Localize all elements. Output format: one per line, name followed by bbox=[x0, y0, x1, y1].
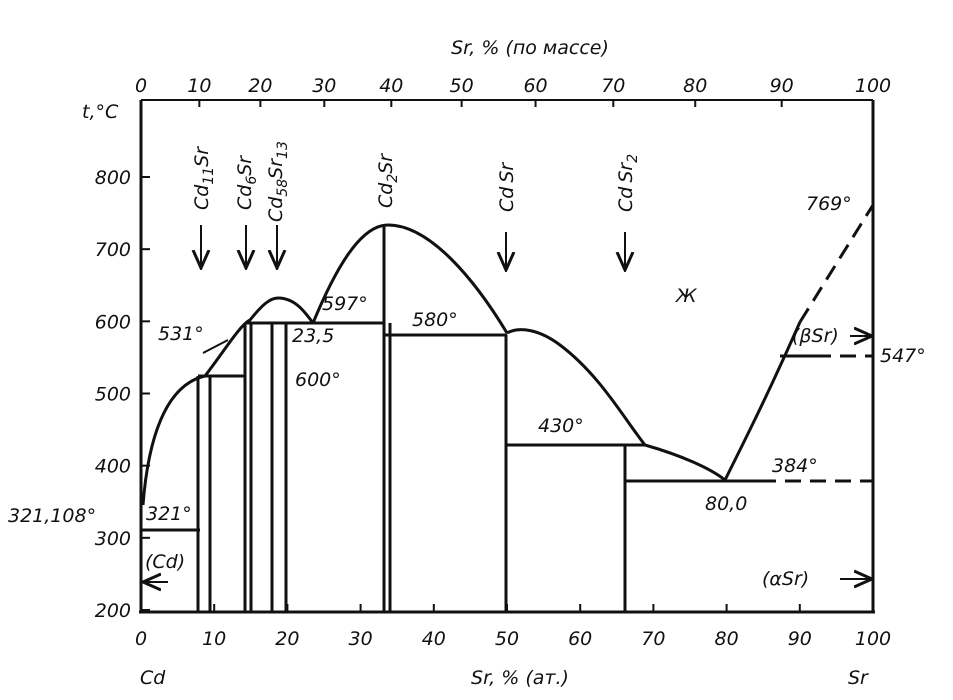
x-tick-label: 40 bbox=[422, 628, 446, 650]
y-tick-label: 700 bbox=[95, 239, 131, 261]
annotation: 321,108° bbox=[8, 505, 96, 527]
top-tick-label: 40 bbox=[379, 75, 403, 97]
compound-label: CdSr2 bbox=[615, 154, 641, 212]
annotation: (βSr) bbox=[792, 325, 839, 347]
top-tick-label: 50 bbox=[450, 75, 474, 97]
x-tick-label: 20 bbox=[275, 628, 299, 650]
annotation: 23,5 bbox=[292, 325, 334, 347]
compound-label: Cd2Sr bbox=[375, 153, 401, 208]
left-element: Cd bbox=[140, 667, 166, 689]
bottom-axis-label: Sr, % (ат.) bbox=[471, 667, 569, 689]
top-tick-label: 0 bbox=[135, 75, 147, 97]
annotation: 597° bbox=[322, 293, 368, 315]
x-tick-label: 0 bbox=[135, 628, 147, 650]
annotation: 769° bbox=[806, 193, 852, 215]
top-tick-label: 90 bbox=[770, 75, 794, 97]
arrows bbox=[145, 225, 870, 582]
top-axis-label: Sr, % (по массе) bbox=[451, 37, 609, 59]
compound-label: CdSr bbox=[496, 162, 518, 212]
annotation: (αSr) bbox=[762, 568, 809, 590]
top-tick-label: 30 bbox=[312, 75, 336, 97]
annotation: 580° bbox=[412, 309, 458, 331]
top-tick-label: 10 bbox=[187, 75, 211, 97]
y-tick-label: 300 bbox=[95, 528, 131, 550]
x-tick-label: 60 bbox=[568, 628, 592, 650]
y-tick-label: 400 bbox=[95, 456, 131, 478]
right-element: Sr bbox=[848, 667, 869, 689]
annotation: 80,0 bbox=[705, 493, 747, 515]
y-tick-label: 600 bbox=[95, 311, 131, 333]
x-tick-label: 70 bbox=[641, 628, 665, 650]
phase-lines bbox=[141, 204, 875, 612]
x-tick-label: 30 bbox=[349, 628, 373, 650]
x-tick-label: 80 bbox=[715, 628, 739, 650]
annotation: 384° bbox=[772, 455, 818, 477]
top-tick-label: 20 bbox=[248, 75, 272, 97]
annotation: 430° bbox=[538, 415, 584, 437]
x-tick-label: 90 bbox=[788, 628, 812, 650]
annotation: 321° bbox=[146, 503, 192, 525]
annotation: 600° bbox=[295, 369, 341, 391]
annotation: (Cd) bbox=[145, 551, 185, 573]
y-tick-label: 800 bbox=[95, 167, 131, 189]
top-tick-label: 60 bbox=[523, 75, 547, 97]
compound-label: Cd58Sr13 bbox=[265, 141, 291, 222]
compound-label: Cd6Sr bbox=[234, 155, 260, 210]
annotation: 547° bbox=[880, 345, 926, 367]
annotation: 531° bbox=[158, 323, 204, 345]
y-axis-label: t,°C bbox=[82, 101, 119, 123]
y-tick-label: 200 bbox=[95, 600, 131, 622]
top-tick-label: 80 bbox=[683, 75, 707, 97]
x-tick-label: 10 bbox=[202, 628, 226, 650]
y-tick-label: 500 bbox=[95, 384, 131, 406]
top-tick-label: 100 bbox=[855, 75, 891, 97]
top-tick-label: 70 bbox=[601, 75, 625, 97]
annotation: Ж bbox=[675, 285, 698, 307]
compound-label: Cd11Sr bbox=[191, 146, 217, 210]
x-tick-label: 50 bbox=[495, 628, 519, 650]
x-tick-label: 100 bbox=[855, 628, 891, 650]
